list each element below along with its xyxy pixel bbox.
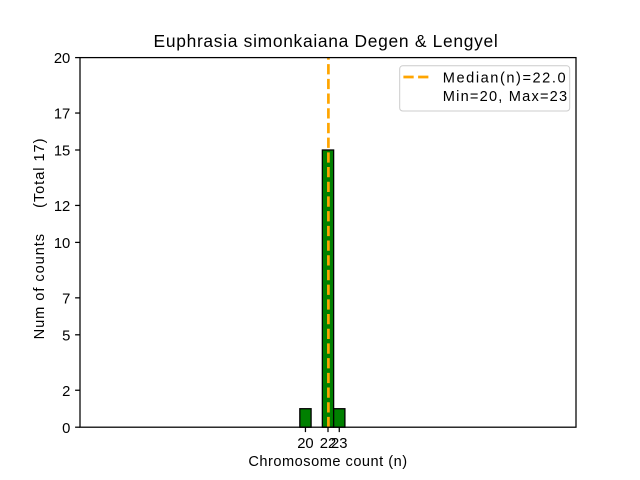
svg-text:15: 15 <box>54 144 70 160</box>
svg-text:23: 23 <box>331 436 347 452</box>
svg-text:Chromosome count (n): Chromosome count (n) <box>248 454 407 470</box>
svg-text:10: 10 <box>54 236 70 252</box>
svg-text:20: 20 <box>54 51 70 67</box>
svg-text:Min=20, Max=23: Min=20, Max=23 <box>443 89 569 105</box>
svg-text:0: 0 <box>62 421 70 437</box>
svg-text:7: 7 <box>62 291 70 307</box>
svg-text:20: 20 <box>297 436 313 452</box>
svg-text:22: 22 <box>320 436 336 452</box>
svg-text:Euphrasia simonkaiana Degen &: Euphrasia simonkaiana Degen & Lengyel <box>154 31 499 51</box>
svg-text:2: 2 <box>62 384 70 400</box>
svg-text:12: 12 <box>54 199 70 215</box>
svg-text:17: 17 <box>54 107 70 123</box>
svg-text:Median(n)=22.0: Median(n)=22.0 <box>443 71 567 87</box>
svg-text:5: 5 <box>62 328 70 344</box>
svg-text:Num of counts (Total 17): Num of counts (Total 17) <box>32 138 48 340</box>
